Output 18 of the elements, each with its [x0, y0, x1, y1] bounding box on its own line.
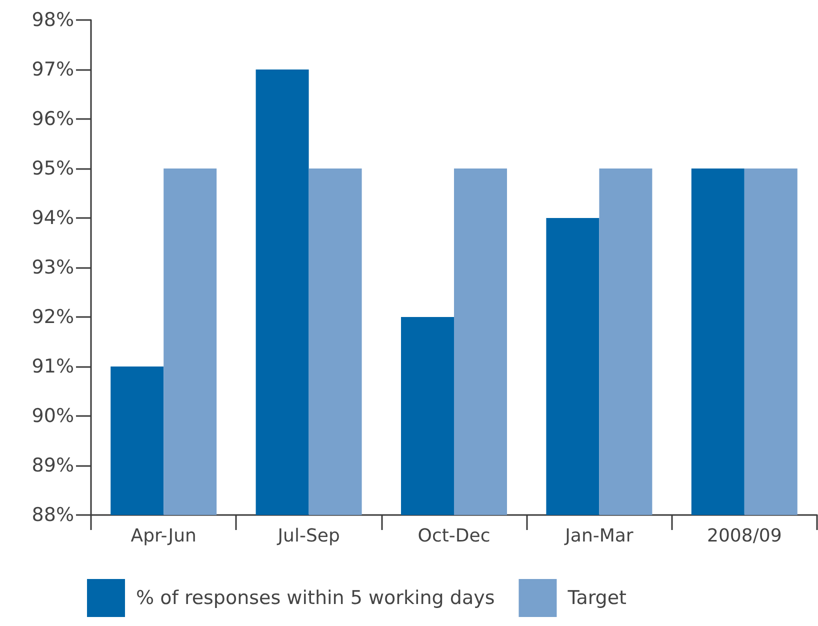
y-tick-label: 91% — [32, 356, 74, 378]
x-tick-label: Jan-Mar — [564, 526, 634, 546]
y-tick-label: 94% — [32, 207, 74, 229]
y-tick-label: 97% — [32, 58, 74, 80]
y-tick-label: 96% — [32, 108, 74, 130]
y-tick-label: 98% — [32, 9, 74, 31]
x-tick-label: Apr-Jun — [130, 526, 196, 546]
x-tick-label: Jul-Sep — [276, 526, 340, 546]
y-tick-label: 90% — [32, 405, 74, 427]
y-tick-label: 95% — [32, 158, 74, 180]
legend-label: Target — [566, 587, 627, 609]
x-tick-label: Oct-Dec — [418, 526, 490, 546]
legend-label: % of responses within 5 working days — [136, 587, 495, 609]
y-tick-label: 93% — [32, 256, 74, 278]
y-tick-label: 88% — [32, 504, 74, 526]
x-tick-label: 2008/09 — [707, 526, 782, 546]
y-tick-label: 92% — [32, 306, 74, 328]
y-tick-label: 89% — [32, 454, 74, 476]
